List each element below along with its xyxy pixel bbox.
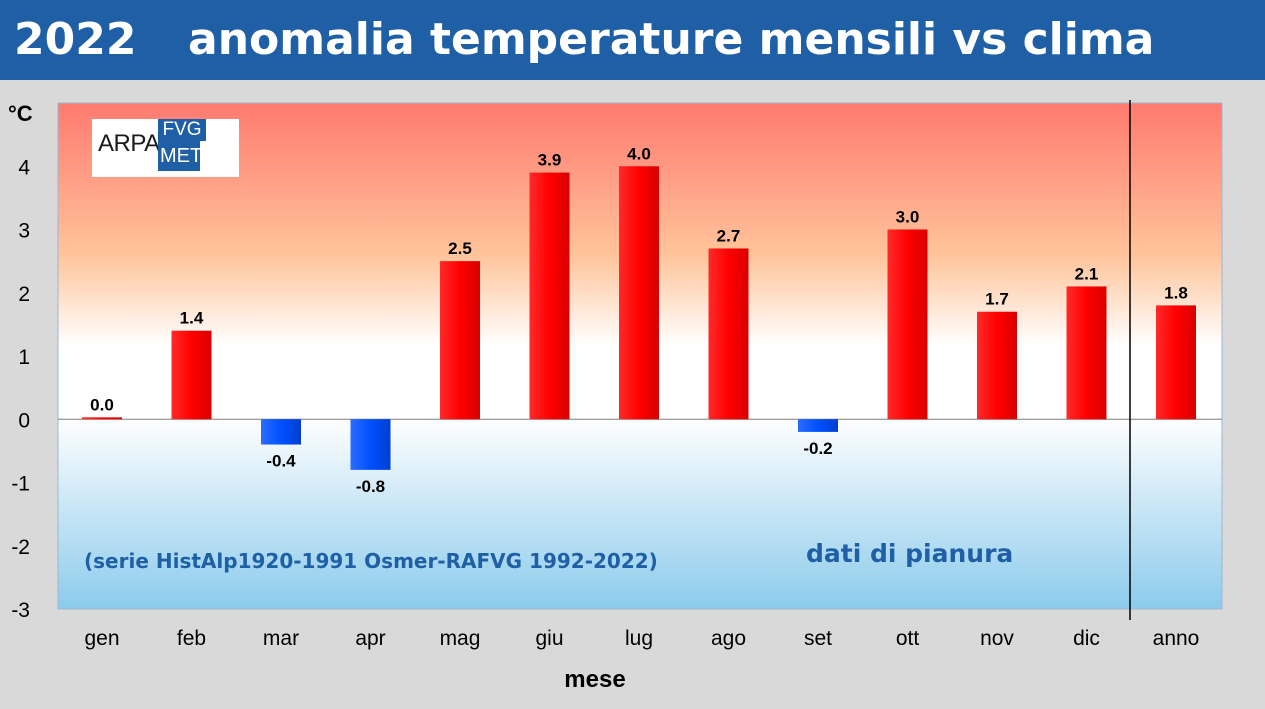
x-axis: gen feb mar apr mag giu lug ago set ott nov dic anno <box>84 627 1199 650</box>
y-axis-label: °C <box>8 101 33 126</box>
x-tick-label-apr: apr <box>355 627 385 650</box>
data-label-set: -0.2 <box>803 439 832 458</box>
note-annotation: dati di pianura <box>806 539 1013 568</box>
data-label-feb: 1.4 <box>180 309 204 328</box>
bar-giu <box>529 172 570 420</box>
data-label-ago: 2.7 <box>717 226 741 245</box>
x-tick-label-gen: gen <box>84 627 119 650</box>
data-label-mar: -0.4 <box>266 452 296 471</box>
header-bar: 2022 anomalia temperature mensili vs cli… <box>0 0 1265 80</box>
x-tick-label-ott: ott <box>896 627 920 650</box>
bar-mag <box>440 261 480 420</box>
source-annotation: (serie HistAlp1920-1991 Osmer-RAFVG 1992… <box>84 549 658 573</box>
x-tick-label-nov: nov <box>980 627 1014 650</box>
bar-ott <box>887 229 928 420</box>
bar-ago <box>708 248 749 420</box>
data-label-dic: 2.1 <box>1075 264 1099 283</box>
x-tick-label-dic: dic <box>1073 627 1100 650</box>
bar-set <box>798 419 838 432</box>
data-label-ott: 3.0 <box>896 208 920 227</box>
y-tick-label: 4 <box>18 156 30 179</box>
logo-text-meteo: METEO <box>160 145 232 167</box>
x-tick-label-mar: mar <box>263 627 299 650</box>
y-tick-label: -3 <box>11 599 30 622</box>
chart-title: anomalia temperature mensili vs clima <box>188 14 1155 65</box>
bar-nov <box>977 311 1017 420</box>
x-tick-label-lug: lug <box>625 627 653 650</box>
y-tick-label: -1 <box>11 473 30 496</box>
bar-mar <box>261 419 301 445</box>
y-axis: 4 3 2 1 0 -1 -2 -3 <box>11 156 30 622</box>
bar-gen <box>82 417 122 420</box>
data-label-apr: -0.8 <box>356 477 385 496</box>
bar-anno <box>1156 305 1196 420</box>
bar-feb <box>171 330 212 420</box>
logo-meteo-box <box>158 141 200 171</box>
data-label-gen: 0.0 <box>90 395 114 414</box>
bar-dic <box>1066 286 1107 420</box>
data-label-mag: 2.5 <box>448 239 472 258</box>
data-label-anno: 1.8 <box>1164 283 1188 302</box>
y-tick-label: 2 <box>18 283 30 306</box>
x-tick-label-set: set <box>804 627 832 650</box>
year-label: 2022 <box>14 14 137 65</box>
x-axis-label: mese <box>564 666 625 693</box>
x-tick-label-anno: anno <box>1153 627 1200 650</box>
y-tick-label: 3 <box>18 220 30 243</box>
arpa-fvg-meteo-logo: ARPA FVG METEO <box>92 119 239 177</box>
x-tick-label-giu: giu <box>535 627 563 650</box>
y-tick-label: -2 <box>11 536 30 559</box>
data-label-nov: 1.7 <box>985 290 1009 309</box>
x-tick-label-feb: feb <box>177 627 206 650</box>
x-tick-label-ago: ago <box>711 627 746 650</box>
logo-text-fvg: FVG <box>158 119 206 141</box>
bars: 0.0 1.4 -0.4 -0.8 2.5 3.9 4.0 2.7 -0.2 3.0 1.7 2.1 1… <box>82 144 1196 496</box>
y-tick-label: 0 <box>18 409 30 432</box>
data-label-giu: 3.9 <box>538 151 562 170</box>
bar-apr <box>350 419 391 470</box>
data-label-lug: 4.0 <box>627 144 651 163</box>
y-tick-label: 1 <box>18 346 30 369</box>
bar-lug <box>619 166 659 420</box>
x-tick-label-mag: mag <box>440 627 481 650</box>
logo-text-arpa: ARPA <box>98 130 160 157</box>
